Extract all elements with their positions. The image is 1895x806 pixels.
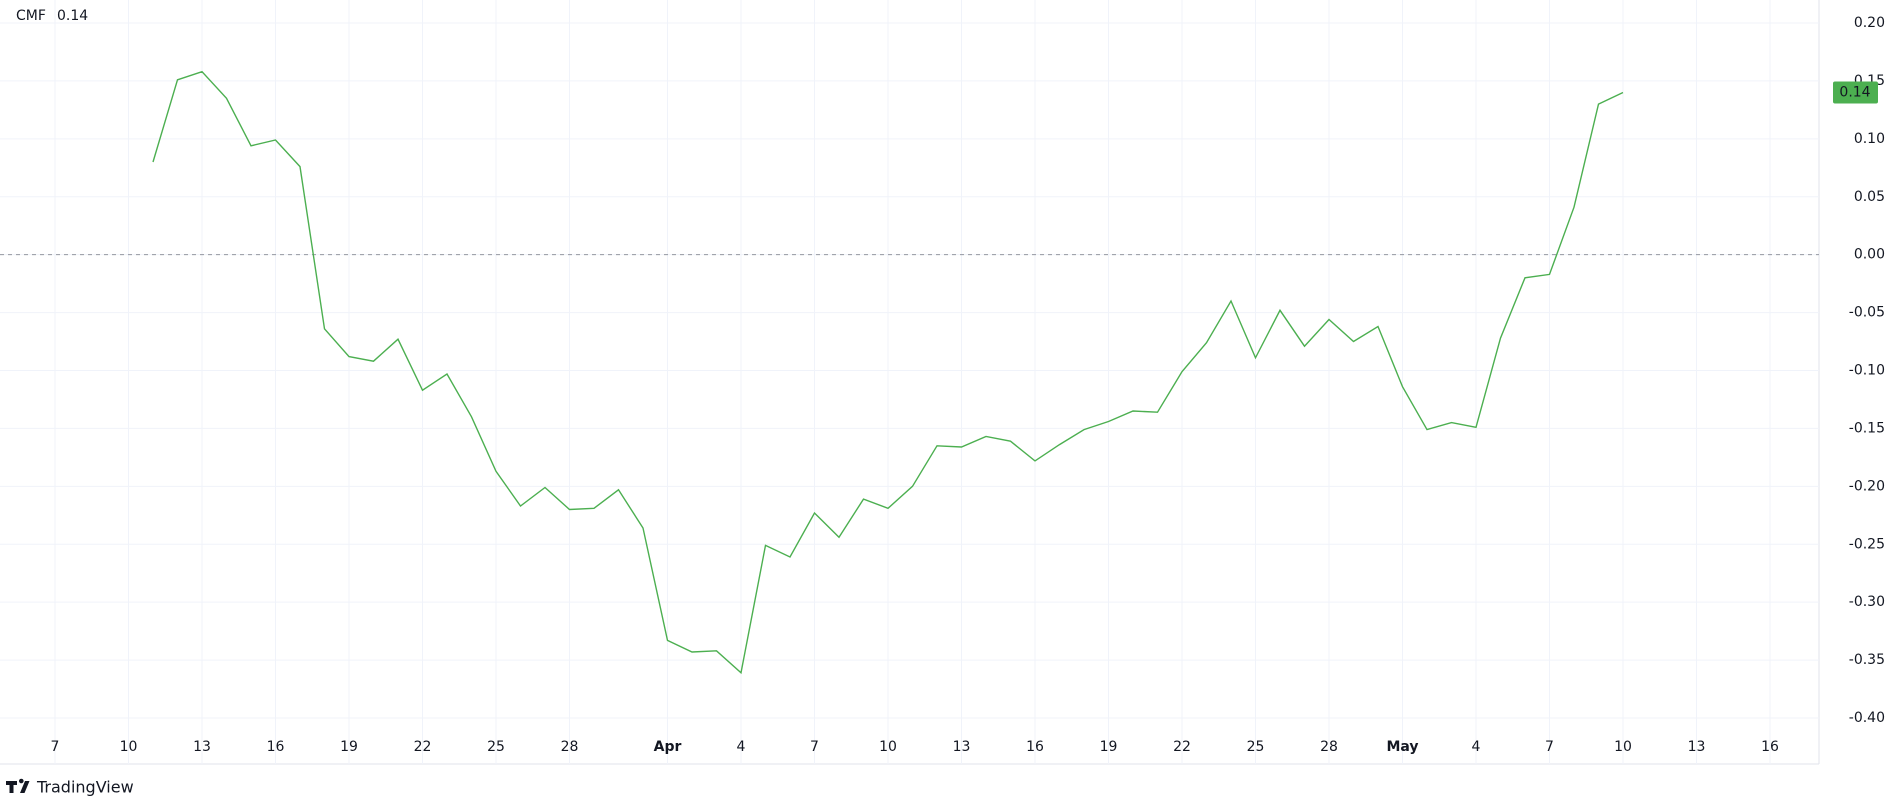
x-tick-label: 13: [953, 739, 971, 755]
x-tick-label: 7: [51, 739, 60, 755]
brand-logo: TradingView: [6, 778, 134, 797]
x-tick-label: 4: [1472, 739, 1481, 755]
x-tick-label: 19: [340, 739, 358, 755]
last-value-label: 0.14: [1839, 85, 1870, 101]
legend-name: CMF: [16, 8, 46, 24]
x-tick-label: 22: [414, 739, 432, 755]
brand-name: TradingView: [36, 778, 134, 797]
last-value-badge: [1833, 81, 1878, 104]
x-tick-label: 16: [1761, 739, 1779, 755]
x-tick-label: 13: [1688, 739, 1706, 755]
y-tick-label: 0.05: [1854, 189, 1885, 205]
x-tick-label: May: [1386, 739, 1418, 755]
legend-value: 0.14: [57, 8, 88, 24]
cmf-line: [152, 70, 1624, 675]
y-tick-label: -0.25: [1849, 536, 1885, 552]
y-tick-label: -0.35: [1849, 652, 1885, 668]
y-tick-label: 0.00: [1854, 247, 1885, 263]
y-tick-label: 0.10: [1854, 131, 1885, 147]
x-tick-label: 22: [1173, 739, 1191, 755]
y-tick-label: -0.05: [1849, 305, 1885, 321]
x-tick-label: 25: [1247, 739, 1265, 755]
logo-icon: [6, 778, 30, 793]
x-tick-label: 19: [1100, 739, 1118, 755]
x-tick-label: 10: [879, 739, 897, 755]
x-tick-label: 25: [487, 739, 505, 755]
x-tick-label: 7: [1545, 739, 1554, 755]
x-tick-label: 16: [1026, 739, 1044, 755]
x-tick-label: Apr: [654, 739, 682, 755]
x-tick-label: 10: [1614, 739, 1632, 755]
x-tick-label: 28: [561, 739, 579, 755]
x-tick-label: 4: [737, 739, 746, 755]
x-tick-label: 7: [810, 739, 819, 755]
y-tick-label: 0.20: [1854, 15, 1885, 31]
y-tick-label: -0.30: [1849, 594, 1885, 610]
y-tick-label: -0.20: [1849, 478, 1885, 494]
y-tick-label: -0.10: [1849, 363, 1885, 379]
x-tick-label: 28: [1320, 739, 1338, 755]
x-tick-label: 10: [120, 739, 138, 755]
plot-area: [0, 0, 1819, 764]
x-tick-label: 16: [267, 739, 285, 755]
x-tick-label: 13: [193, 739, 211, 755]
y-tick-label: -0.40: [1849, 710, 1885, 726]
y-tick-label: -0.15: [1849, 420, 1885, 436]
